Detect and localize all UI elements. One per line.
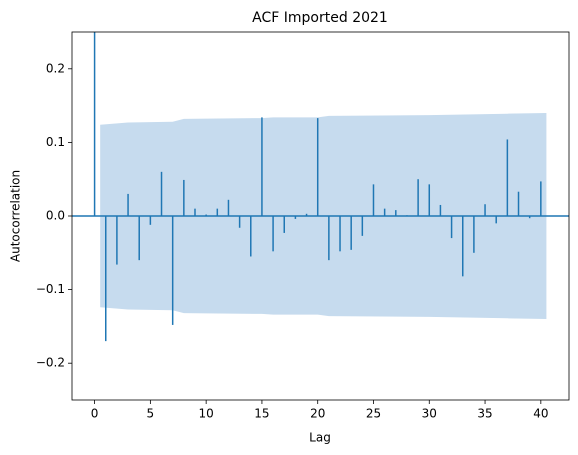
y-axis-label: Autocorrelation bbox=[9, 170, 23, 262]
x-tick-label: 35 bbox=[477, 407, 492, 421]
x-tick-label: 20 bbox=[310, 407, 325, 421]
x-tick-label: 5 bbox=[147, 407, 155, 421]
plot-area bbox=[72, 32, 569, 342]
x-tick-label: 40 bbox=[533, 407, 548, 421]
chart-title: ACF Imported 2021 bbox=[252, 10, 388, 26]
x-tick-label: 0 bbox=[91, 407, 99, 421]
x-tick-label: 10 bbox=[199, 407, 214, 421]
y-tick-label: −0.2 bbox=[36, 356, 65, 370]
x-tick-label: 25 bbox=[366, 407, 381, 421]
y-tick-label: 0.1 bbox=[46, 135, 65, 149]
y-tick-label: 0.0 bbox=[46, 209, 65, 223]
x-tick-label: 15 bbox=[254, 407, 269, 421]
y-tick-label: 0.2 bbox=[46, 61, 65, 75]
x-axis-label: Lag bbox=[309, 431, 331, 445]
y-tick-label: −0.1 bbox=[36, 282, 65, 296]
x-tick-label: 30 bbox=[422, 407, 437, 421]
